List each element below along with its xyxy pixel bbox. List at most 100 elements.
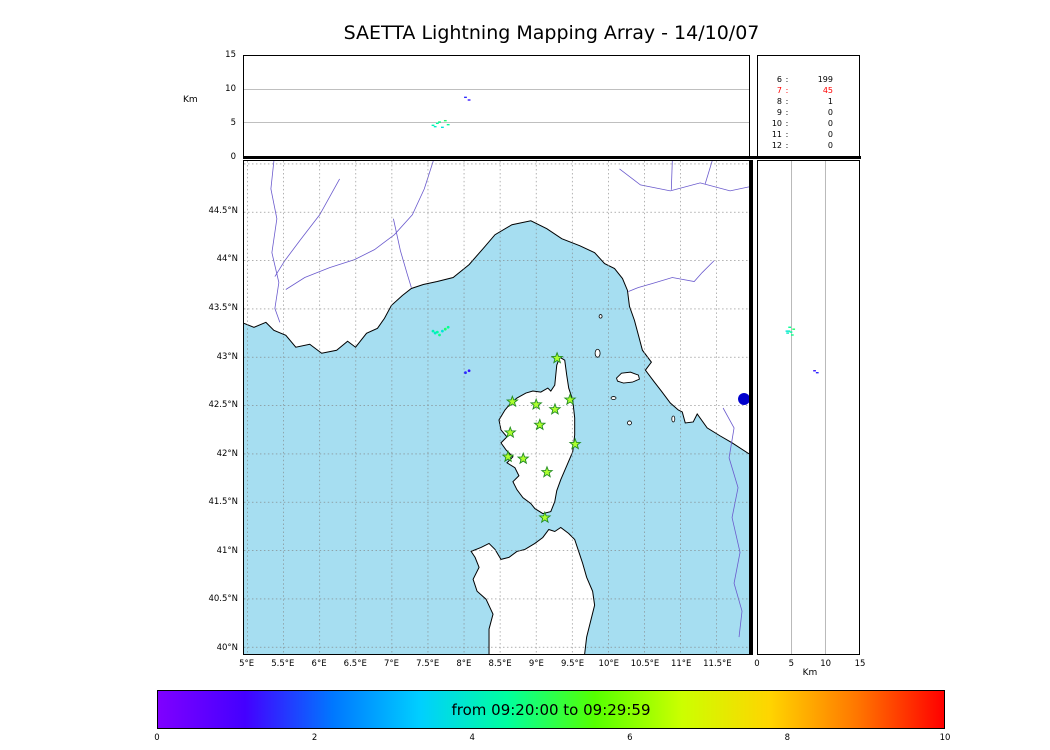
lightning-source-dot [447, 326, 450, 329]
count-separator: : [782, 118, 792, 129]
lightning-source-dot [441, 127, 444, 128]
station-number: 8 [770, 96, 782, 107]
colorbar-tick-label: 4 [469, 733, 474, 743]
lightning-source-dot [438, 121, 441, 122]
lightning-source-dot [464, 97, 467, 98]
station-count-panel: 6:1997:458:19:010:011:012:0 [757, 55, 860, 157]
altitude-longitude-plot [244, 56, 749, 156]
count-separator: : [782, 140, 792, 151]
source-count: 0 [792, 107, 833, 118]
count-separator: : [782, 107, 792, 118]
colorbar-tick-label: 0 [154, 733, 159, 743]
km-tick-label: 5 [789, 659, 794, 669]
lightning-source-dot [444, 328, 447, 331]
km-tick-label: 10 [820, 659, 831, 669]
plan-view-map [244, 161, 749, 654]
lightning-source-dot [436, 331, 439, 334]
lightning-source-dot [436, 123, 439, 124]
km-axis-label: Km [795, 668, 825, 678]
station-number: 7 [770, 85, 782, 96]
station-count-row: 9:0 [770, 107, 833, 118]
lon-tick-label: 11.5°E [703, 659, 732, 669]
altitude-tick-label: 15 [225, 50, 236, 60]
station-number: 9 [770, 107, 782, 118]
lon-tick-label: 11°E [671, 659, 691, 669]
map-panel [243, 160, 750, 655]
station-count-row: 10:0 [770, 118, 833, 129]
station-count-row: 12:0 [770, 140, 833, 151]
station-number: 12 [770, 140, 782, 151]
source-count: 45 [792, 85, 833, 96]
station-number: 11 [770, 129, 782, 140]
count-separator: : [782, 74, 792, 85]
lon-tick-label: 9°E [529, 659, 544, 669]
colorbar-tick-label: 6 [627, 733, 632, 743]
colorbar-tick-label: 10 [940, 733, 951, 743]
colorbar-label: from 09:20:00 to 09:29:59 [451, 701, 650, 719]
figure-title: SAETTA Lightning Mapping Array - 14/10/0… [243, 22, 860, 44]
lon-tick-label: 5°E [239, 659, 254, 669]
lightning-source-dot [813, 370, 816, 371]
station-count-row: 8:1 [770, 96, 833, 107]
lightning-source-dot [792, 329, 795, 330]
lon-tick-label: 5.5°E [271, 659, 294, 669]
colorbar-tick-label: 8 [785, 733, 790, 743]
lightning-source-dot [788, 327, 791, 328]
station-number: 6 [770, 74, 782, 85]
lon-tick-label: 9.5°E [561, 659, 584, 669]
source-count: 0 [792, 129, 833, 140]
lightning-source-dot [464, 371, 467, 374]
lat-tick-label: 41.5°N [208, 497, 238, 507]
lma-figure: SAETTA Lightning Mapping Array - 14/10/0… [0, 0, 1050, 750]
lat-tick-label: 43.5°N [208, 303, 238, 313]
lightning-source-dot [438, 334, 441, 337]
lightning-source-dot [790, 331, 793, 332]
lightning-source-dot [786, 330, 789, 331]
lon-tick-label: 8°E [456, 659, 471, 669]
altitude-latitude-plot [758, 161, 859, 654]
lightning-source-dot [444, 120, 447, 121]
lat-tick-label: 42°N [217, 449, 238, 459]
lat-tick-label: 40°N [217, 643, 238, 653]
lightning-source-dot [468, 369, 471, 372]
lon-tick-label: 10.5°E [631, 659, 660, 669]
panel-separator-vertical [750, 160, 753, 655]
source-count: 0 [792, 118, 833, 129]
source-count: 0 [792, 140, 833, 151]
lat-tick-label: 40.5°N [208, 594, 238, 604]
lightning-source-dot [441, 330, 444, 333]
count-separator: : [782, 129, 792, 140]
lightning-source-dot [786, 332, 789, 333]
km-tick-label: 0 [754, 659, 759, 669]
source-count: 1 [792, 96, 833, 107]
lightning-source-dot [432, 125, 435, 126]
altitude-longitude-panel [243, 55, 750, 157]
lat-tick-label: 42.5°N [208, 400, 238, 410]
count-separator: : [782, 96, 792, 107]
source-count: 199 [792, 74, 833, 85]
lon-tick-label: 6.5°E [344, 659, 367, 669]
lat-tick-label: 41°N [217, 546, 238, 556]
lightning-source-dot [434, 126, 437, 127]
lat-tick-label: 44°N [217, 254, 238, 264]
count-separator: : [782, 85, 792, 96]
lightning-source-dot [816, 372, 819, 373]
km-tick-label: 15 [855, 659, 866, 669]
altitude-latitude-panel [757, 160, 860, 655]
lon-tick-label: 7.5°E [416, 659, 439, 669]
station-number: 10 [770, 118, 782, 129]
lon-tick-label: 8.5°E [489, 659, 512, 669]
lightning-source-dot [468, 99, 471, 100]
altitude-tick-label: 0 [231, 152, 236, 162]
station-count-row: 6:199 [770, 74, 833, 85]
altitude-tick-label: 10 [225, 84, 236, 94]
lightning-source-dot [432, 330, 435, 333]
panel-separator-horizontal [243, 156, 861, 159]
altitude-axis-label: Km [183, 95, 198, 105]
lightning-source-dot [447, 124, 450, 125]
colorbar-tick-label: 2 [312, 733, 317, 743]
lon-tick-label: 6°E [312, 659, 327, 669]
lat-tick-label: 43°N [217, 352, 238, 362]
lon-tick-label: 10°E [599, 659, 619, 669]
station-count-row: 7:45 [770, 85, 833, 96]
